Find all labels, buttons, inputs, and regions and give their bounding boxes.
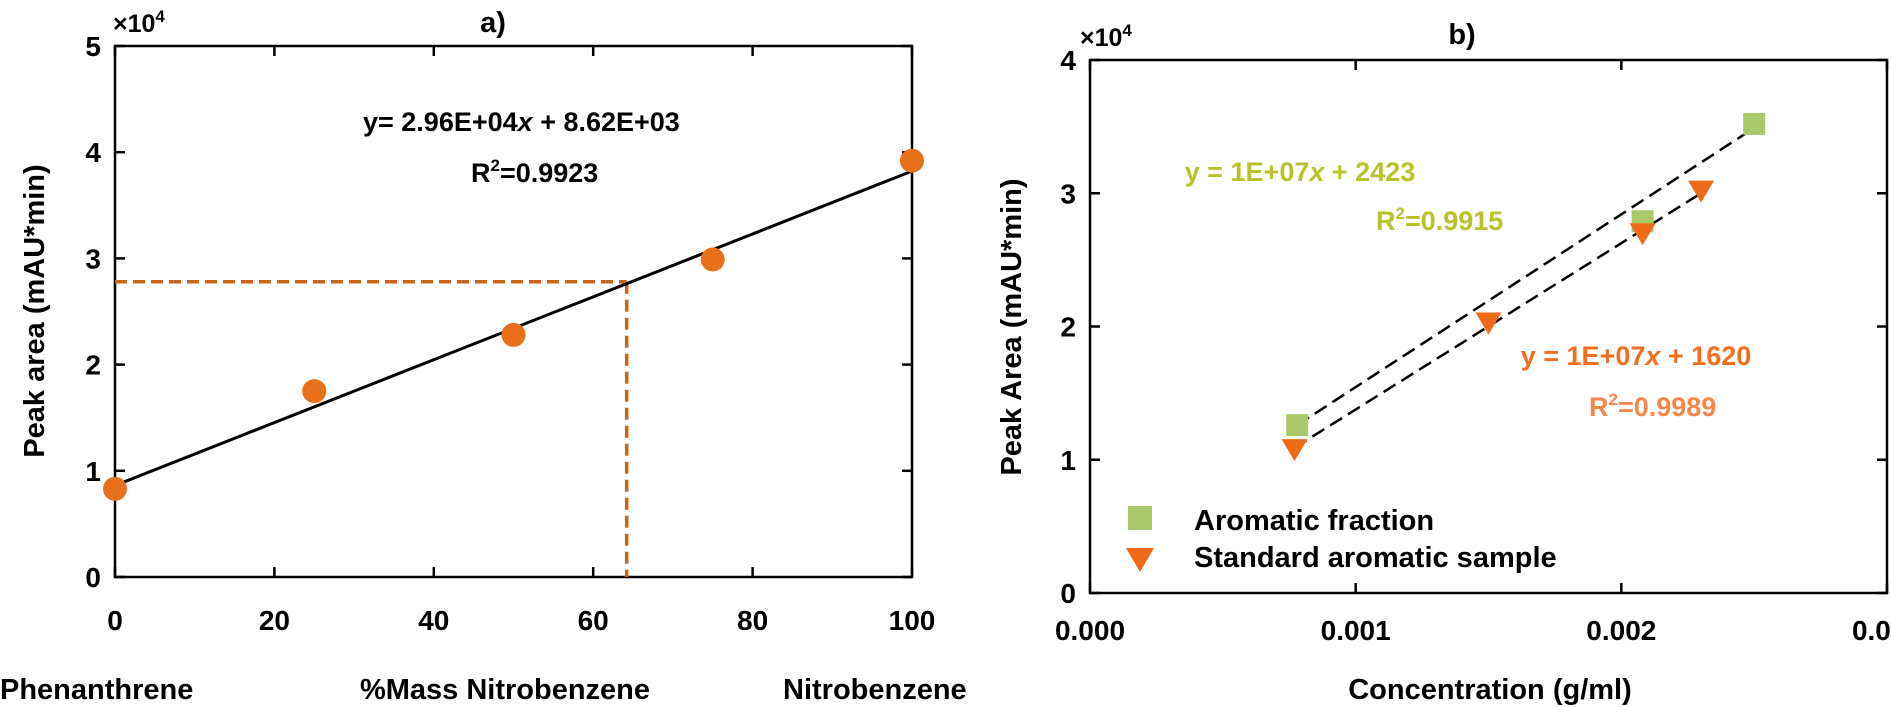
panel-b-x-ticks: 0.000 0.001 0.002 0.003 (1055, 60, 1891, 646)
y-tick-label: 0 (85, 562, 101, 593)
panel-b-legend: Aromatic fraction Standard aromatic samp… (1126, 505, 1557, 574)
panel-a-x-right-label: Nitrobenzene (783, 674, 967, 706)
data-point-aromatic-fraction (1286, 414, 1309, 437)
x-tick-label: 40 (418, 605, 449, 636)
panel-a-plot-frame (113, 44, 914, 579)
x-tick-label: 80 (737, 605, 768, 636)
x-tick-label: 0.000 (1055, 615, 1125, 646)
y-tick-label: 0 (1060, 578, 1076, 609)
panel-a-y-axis-label: Peak area (mAU*min) (19, 164, 51, 457)
legend-label-aromatic-fraction: Aromatic fraction (1194, 505, 1434, 537)
panel-b-r-squared-aromatic-fraction: R2=0.9915 (1376, 204, 1503, 236)
panel-b-y-axis-label: Peak Area (mAU*min) (996, 178, 1028, 475)
data-point-standard (1475, 312, 1502, 335)
x-tick-label: 0 (107, 605, 123, 636)
data-point (302, 379, 327, 404)
data-point-aromatic-fraction (1743, 112, 1766, 135)
y-tick-label: 2 (85, 350, 101, 381)
x-tick-label: 0.001 (1321, 615, 1391, 646)
data-point-standard (1688, 180, 1715, 203)
x-tick-label: 0.002 (1586, 615, 1656, 646)
panel-b-label: b) (1448, 19, 1475, 51)
y-tick-label: 2 (1060, 312, 1076, 343)
panel-b-data-points (1281, 112, 1766, 462)
panel-a-interpolation-guides (115, 280, 629, 577)
panel-a-y-ticks: 0 1 2 3 4 5 (85, 31, 912, 593)
panel-b-exponent-label: ×104 (1080, 21, 1132, 52)
panel-b-x-axis-label: Concentration (g/ml) (1348, 674, 1632, 706)
panel-a-r-squared: R2=0.9923 (471, 156, 598, 188)
x-tick-label: 0.003 (1852, 615, 1891, 646)
legend-marker-aromatic-fraction (1128, 506, 1152, 530)
data-point-standard (1281, 439, 1308, 462)
y-tick-label: 3 (85, 243, 101, 274)
panel-a-label: a) (480, 7, 506, 39)
panel-a-equation: y= 2.96E+04x + 8.62E+03 (363, 107, 680, 137)
panel-a-data-points (103, 148, 924, 501)
x-tick-label: 60 (578, 605, 609, 636)
panel-a-x-axis-label: %Mass Nitrobenzene (360, 674, 650, 706)
panel-a-exponent-label: ×104 (113, 7, 165, 38)
panel-b-equation-standard: y = 1E+07x + 1620 (1521, 341, 1752, 371)
panel-a-x-left-label: Phenanthrene (0, 674, 193, 706)
data-point (103, 476, 127, 501)
fit-line-standard (1293, 192, 1702, 449)
panel-b-fit-lines (1293, 126, 1755, 449)
legend-label-standard: Standard aromatic sample (1194, 542, 1557, 574)
data-point (700, 247, 725, 272)
data-point (501, 322, 526, 347)
x-tick-label: 100 (889, 605, 936, 636)
panel-b-equation-aromatic-fraction: y = 1E+07x + 2423 (1185, 157, 1416, 187)
y-tick-label: 4 (1060, 45, 1076, 76)
panel-b-y-ticks: 0 1 2 3 4 (1060, 45, 1887, 609)
panel-a-x-ticks: 0 20 40 60 80 100 (107, 46, 935, 636)
x-tick-label: 20 (259, 605, 290, 636)
fit-line-aromatic-fraction (1296, 126, 1755, 427)
y-tick-label: 3 (1060, 178, 1076, 209)
y-tick-label: 5 (85, 31, 101, 62)
data-point (900, 148, 924, 173)
y-tick-label: 1 (1060, 445, 1076, 476)
panel-b-r-squared-standard: R2=0.9989 (1589, 390, 1716, 422)
panel-a: a) ×104 Peak area (mAU*min) 0 1 2 3 4 5 0 20 40… (0, 7, 967, 706)
legend-marker-standard (1126, 548, 1154, 572)
y-tick-label: 1 (85, 456, 101, 487)
data-point-standard (1629, 223, 1656, 246)
y-tick-label: 4 (85, 137, 101, 168)
